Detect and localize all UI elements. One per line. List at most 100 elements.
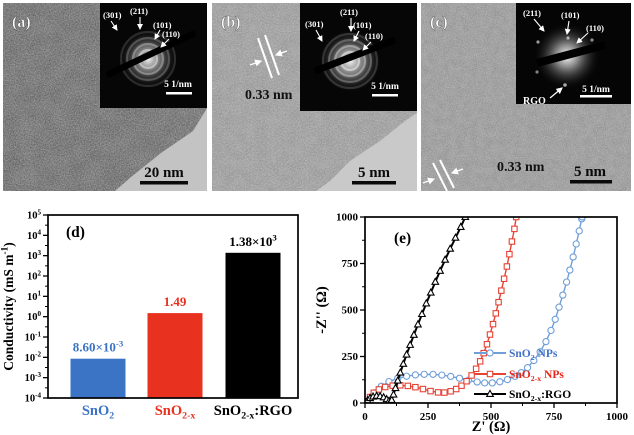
panel-a-tem-image: (301) (211) (101) (110) 5 1/nm (a) 20 nm	[3, 3, 207, 191]
d-ytick-label: 10-3	[25, 371, 42, 384]
panel-c-letter: (c)	[430, 14, 448, 31]
e-legend-entry-1: SnO2-x NPs	[474, 369, 564, 383]
series-marker	[419, 385, 427, 393]
e-xtick-label: 500	[483, 411, 500, 423]
series-marker	[458, 382, 465, 389]
series-marker	[412, 383, 419, 391]
series-marker	[455, 374, 464, 382]
panel-a-scale-text: 20 nm	[144, 165, 184, 181]
saed-b-label-301: (301)	[305, 19, 324, 29]
series-marker	[396, 367, 405, 376]
saed-a-label-arrows	[110, 17, 170, 48]
panel-c-lattice-marker	[422, 159, 464, 191]
d-y-axis-title: Conductivity (mS m-1)	[0, 242, 16, 370]
series-marker	[492, 310, 500, 317]
panel-b-letter: (b)	[221, 14, 241, 31]
series-marker	[393, 375, 402, 384]
e-ytick-label: 0	[353, 398, 359, 410]
series-marker	[402, 349, 411, 358]
series-marker	[572, 240, 580, 248]
panel-e-letter: (e)	[394, 230, 411, 247]
saed-b-scale-label: 5 1/nm	[371, 82, 399, 92]
series-marker	[389, 389, 398, 398]
e-xtick-label: 250	[420, 411, 437, 423]
bar-0	[70, 358, 126, 398]
panel-b-saed-inset: (211) (301) (101) (110) 5 1/nm	[300, 3, 417, 111]
bar-2	[225, 252, 281, 398]
series-marker	[399, 359, 408, 367]
e-legend-label: SnO2 NPs	[509, 348, 558, 362]
saed-b-label-arrows	[315, 18, 372, 51]
saed-b-label-101: (101)	[353, 20, 372, 30]
bar-value-label-1: 1.49	[164, 294, 187, 309]
tem-b-vacuum-region	[316, 113, 417, 191]
saed-c-label-211: (211)	[523, 8, 541, 18]
saed-a-scale-bar	[166, 92, 192, 95]
series-marker	[422, 298, 431, 307]
saed-a-scale-label: 5 1/nm	[164, 80, 192, 90]
series-marker	[508, 238, 516, 245]
series-0	[366, 217, 586, 403]
series-marker	[511, 225, 518, 233]
series-marker	[452, 385, 460, 393]
saed-b-ring-labels: (211) (301) (101) (110)	[305, 7, 383, 41]
d-ytick-label: 104	[27, 229, 42, 242]
series-marker	[542, 337, 550, 346]
series-marker	[569, 253, 577, 261]
series-marker	[468, 372, 475, 379]
saed-a-label-301: (301)	[103, 10, 122, 20]
e-x-axis-title: Z' (Ω)	[472, 419, 511, 435]
bar-1	[147, 313, 203, 398]
panel-b-lattice-marker	[249, 34, 288, 79]
series-marker	[447, 388, 454, 395]
panel-b-scale-bar	[352, 181, 396, 185]
series-marker	[431, 277, 440, 285]
saed-a-label-211: (211)	[130, 6, 148, 16]
series-marker	[375, 386, 383, 393]
panel-c-scale-text: 5 nm	[574, 164, 607, 180]
series-marker	[488, 379, 496, 387]
series-marker	[427, 387, 434, 395]
series-marker	[417, 309, 427, 318]
saed-c-scale-bar	[580, 95, 612, 98]
e-y-axis-title: -Z'' (Ω)	[314, 286, 330, 334]
series-marker	[562, 278, 571, 286]
e-ytick-label: 1000	[336, 212, 359, 224]
series-marker	[495, 298, 502, 306]
bar-value-label-0: 8.60×10-3	[73, 339, 124, 355]
saed-a-label-110: (110)	[162, 29, 180, 39]
series-marker	[463, 377, 470, 385]
d-ytick-label: 100	[27, 310, 42, 323]
panel-a-saed-inset: (301) (211) (101) (110) 5 1/nm	[100, 3, 207, 108]
d-ytick-label: 102	[27, 269, 42, 282]
series-marker	[381, 383, 389, 391]
e-ytick-label: 500	[342, 305, 359, 317]
saed-b-label-110: (110)	[365, 31, 383, 41]
series-marker	[486, 331, 494, 338]
saed-b-scale-bar	[372, 94, 398, 97]
series-marker	[489, 320, 497, 328]
series-marker	[456, 222, 465, 230]
series-marker	[511, 372, 519, 381]
series-marker	[404, 382, 412, 390]
d-ytick-label: 101	[27, 290, 42, 303]
series-marker	[413, 319, 423, 328]
saed-c-rgo-label: RGO	[523, 96, 546, 107]
series-marker	[498, 287, 505, 294]
saed-c-label-110: (110)	[586, 23, 604, 33]
d-ytick-label: 10-2	[25, 351, 42, 364]
panel-c-hrtem-image: (211) (101) (110) RGO 5 1/nm 0.33 nm (c)…	[421, 3, 631, 191]
panel-d-bar-chart: 8.60×10-3 1.49 1.38×103 105 104 103 102 101 100 1…	[0, 208, 299, 421]
series-marker	[575, 227, 583, 235]
panel-c-saed-inset: (211) (101) (110) RGO 5 1/nm	[516, 3, 631, 107]
series-2	[365, 217, 470, 403]
series-marker	[559, 291, 567, 299]
series-marker	[496, 378, 504, 386]
d-ytick-label: 10-4	[25, 391, 42, 404]
series-marker	[506, 250, 513, 258]
series-marker	[420, 370, 428, 379]
series-marker	[555, 303, 563, 311]
e-xtick-label: 0	[362, 411, 368, 423]
saed-b-beam-stopper	[313, 36, 397, 75]
series-marker	[440, 255, 450, 263]
